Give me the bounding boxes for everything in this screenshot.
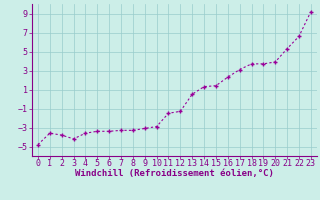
X-axis label: Windchill (Refroidissement éolien,°C): Windchill (Refroidissement éolien,°C): [75, 169, 274, 178]
